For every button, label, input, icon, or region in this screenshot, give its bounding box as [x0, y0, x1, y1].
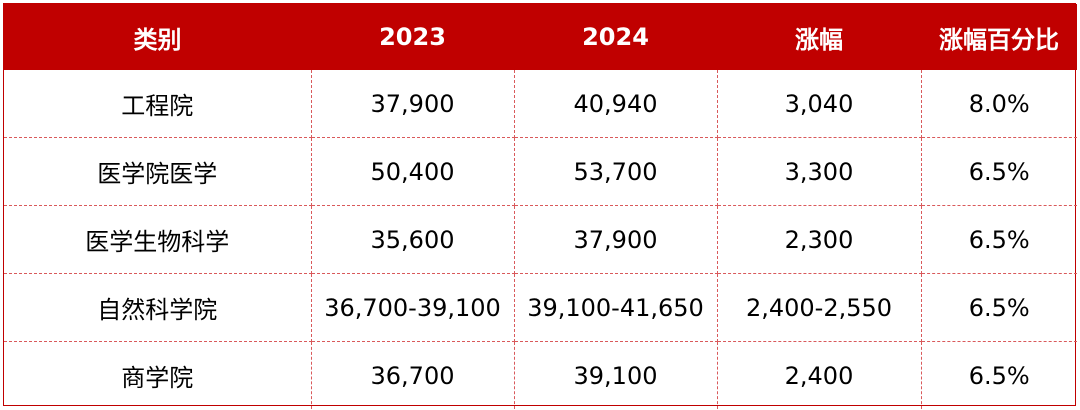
tuition-table: 类别 2023 2024 涨幅 涨幅百分比 工程院 37,900 40,940 … [4, 4, 1077, 409]
cell-increase-percent: 6.5% [920, 341, 1077, 409]
cell-2024: 53,700 [513, 137, 718, 206]
header-increase: 涨幅 [717, 4, 921, 70]
cell-increase: 2,400 [716, 341, 922, 409]
header-2023: 2023 [311, 4, 514, 70]
header-2024: 2024 [514, 4, 717, 70]
header-increase-percent: 涨幅百分比 [921, 4, 1077, 70]
cell-increase-percent: 6.5% [920, 205, 1077, 274]
cell-category: 医学生物科学 [4, 205, 312, 274]
table-row: 自然科学院 36,700-39,100 39,100-41,650 2,400-… [4, 273, 1077, 342]
cell-increase-percent: 6.5% [920, 273, 1077, 342]
table-row: 医学院医学 50,400 53,700 3,300 6.5% [4, 137, 1077, 206]
cell-category: 自然科学院 [4, 273, 312, 342]
cell-2023: 37,900 [310, 70, 515, 138]
cell-2024: 40,940 [513, 70, 718, 138]
cell-category: 工程院 [4, 70, 312, 138]
header-category: 类别 [4, 4, 311, 70]
tuition-table-container: 类别 2023 2024 涨幅 涨幅百分比 工程院 37,900 40,940 … [3, 3, 1077, 409]
table-row: 医学生物科学 35,600 37,900 2,300 6.5% [4, 205, 1077, 274]
cell-2024: 37,900 [513, 205, 718, 274]
cell-2023: 50,400 [310, 137, 515, 206]
header-row: 类别 2023 2024 涨幅 涨幅百分比 [4, 4, 1077, 70]
cell-category: 医学院医学 [4, 137, 312, 206]
cell-2023: 35,600 [310, 205, 515, 274]
table-row: 商学院 36,700 39,100 2,400 6.5% [4, 341, 1077, 409]
cell-2024: 39,100 [513, 341, 718, 409]
cell-2024: 39,100-41,650 [513, 273, 718, 342]
cell-increase: 3,300 [716, 137, 922, 206]
cell-category: 商学院 [4, 341, 312, 409]
cell-2023: 36,700-39,100 [310, 273, 515, 342]
table-row: 工程院 37,900 40,940 3,040 8.0% [4, 70, 1077, 138]
cell-2023: 36,700 [310, 341, 515, 409]
cell-increase: 3,040 [716, 70, 922, 138]
cell-increase: 2,300 [716, 205, 922, 274]
cell-increase-percent: 8.0% [920, 70, 1077, 138]
cell-increase: 2,400-2,550 [716, 273, 922, 342]
cell-increase-percent: 6.5% [920, 137, 1077, 206]
